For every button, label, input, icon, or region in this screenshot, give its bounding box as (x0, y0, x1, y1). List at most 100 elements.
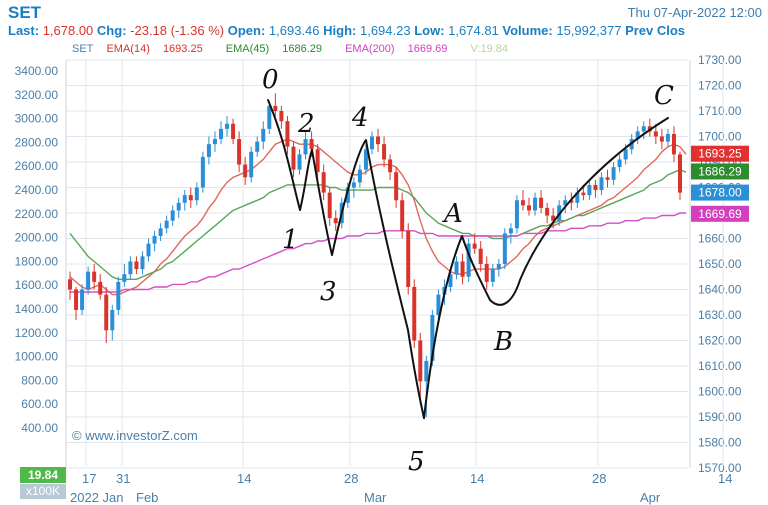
prev-close-label: Prev Clos (625, 23, 686, 38)
left-axis-tick: 2800.00 (15, 135, 59, 149)
indicator-legend: SET EMA(14) 1693.25 EMA(45) 1686.29 EMA(… (72, 43, 518, 55)
candle-body (545, 207, 550, 216)
price-tag (691, 205, 749, 222)
x-tick-month: Mar (364, 490, 387, 505)
left-axis-tick: 400.00 (21, 421, 58, 435)
candle-body (309, 139, 314, 150)
last-value: 1,678.00 (42, 23, 94, 38)
left-axis-tick: 1800.00 (15, 254, 59, 268)
candle-body (158, 228, 163, 236)
candle-body (484, 264, 489, 282)
candle-body (140, 256, 145, 270)
candle-body (92, 271, 97, 282)
abc-correction-sketch (423, 117, 669, 419)
candle-body (369, 136, 374, 150)
legend-ema200-label: EMA(200) (345, 43, 395, 55)
candle-body (496, 264, 501, 270)
legend-ema45-value: 1686.29 (282, 43, 322, 55)
candle-body (243, 164, 248, 178)
wave-label: 1 (282, 225, 299, 255)
candle-body (508, 228, 513, 234)
candle-body (502, 233, 507, 264)
candle-body (110, 309, 115, 331)
candle-body (635, 131, 640, 140)
price-chart[interactable]: 1570.001580.001590.001600.001610.001620.… (0, 40, 768, 504)
wave-label: 5 (408, 447, 425, 477)
candle-body (146, 243, 151, 257)
low-label: Low: (414, 23, 445, 38)
candle-body (116, 281, 121, 310)
candle-body (80, 289, 85, 310)
right-axis-tick: 1730.00 (698, 53, 742, 67)
candle-body (194, 187, 199, 201)
series-ema14 (69, 138, 687, 296)
candle-body (641, 126, 646, 132)
candle-body (388, 159, 393, 173)
candle-body (436, 294, 441, 315)
candle-body (466, 243, 471, 277)
x-tick-day: 31 (116, 471, 131, 486)
wave-label: 0 (262, 65, 279, 95)
candle-body (569, 200, 574, 203)
x-tick-day: 17 (82, 471, 97, 486)
right-axis-tick: 1640.00 (698, 283, 742, 297)
candle-body (345, 187, 350, 203)
candle-body (297, 154, 302, 170)
left-axis-tick: 1000.00 (15, 350, 59, 364)
candle-body (527, 205, 532, 211)
candle-body (539, 197, 544, 208)
volume-label: Volume: (502, 23, 553, 38)
candle-body (182, 195, 187, 203)
x-tick-month: Apr (640, 490, 661, 505)
right-axis-tick: 1720.00 (698, 79, 742, 93)
candle-body (363, 149, 368, 170)
legend-volume: V:19.84 (470, 43, 508, 55)
candle-body (617, 159, 622, 168)
wave-label: 2 (297, 109, 315, 139)
left-axis-tick: 3200.00 (15, 88, 59, 102)
candle-body (261, 128, 266, 142)
wave-label: 3 (320, 277, 337, 307)
candle-body (394, 172, 399, 201)
candle-body (593, 184, 598, 191)
candle-body (430, 315, 435, 361)
price-tag (691, 145, 749, 162)
candle-body (218, 128, 223, 140)
right-axis-tick: 1630.00 (698, 308, 742, 322)
price-tag (691, 184, 749, 201)
left-axis-tick: 2600.00 (15, 159, 59, 173)
high-label: High: (323, 23, 357, 38)
candle-body (460, 261, 465, 277)
candle-body (351, 182, 356, 188)
left-axis-tick: 2200.00 (15, 207, 59, 221)
candle-body (134, 261, 139, 270)
candle-body (267, 105, 272, 129)
candle-body (382, 144, 387, 160)
right-axis-tick: 1660.00 (698, 232, 742, 246)
symbol-title: SET (8, 3, 42, 22)
candle-body (86, 271, 91, 290)
quote-datetime: Thu 07-Apr-2022 12:00 (627, 5, 762, 20)
candle-body (611, 167, 616, 180)
wave-label: B (493, 327, 513, 357)
candle-body (514, 200, 519, 229)
legend-ema14-label: EMA(14) (106, 43, 150, 55)
candle-body (605, 177, 610, 180)
candle-body (315, 149, 320, 173)
x-tick-day: 14 (470, 471, 485, 486)
wave-label: C (654, 81, 674, 111)
candle-body (128, 261, 133, 275)
right-axis-tick: 1590.00 (698, 410, 742, 424)
right-axis-tick: 1620.00 (698, 334, 742, 348)
candle-body (653, 131, 658, 137)
candle-body (206, 144, 211, 157)
legend-ema200-value: 1669.69 (407, 43, 448, 55)
candle-body (551, 215, 556, 221)
left-axis-tick: 2000.00 (15, 231, 59, 245)
candle-body (152, 235, 157, 244)
candle-body (520, 200, 525, 206)
legend-ema45: EMA(45) 1686.29 (226, 43, 332, 55)
right-axis-tick: 1700.00 (698, 130, 742, 144)
left-axis-tick: 600.00 (21, 397, 58, 411)
legend-ema45-label: EMA(45) (225, 43, 270, 55)
